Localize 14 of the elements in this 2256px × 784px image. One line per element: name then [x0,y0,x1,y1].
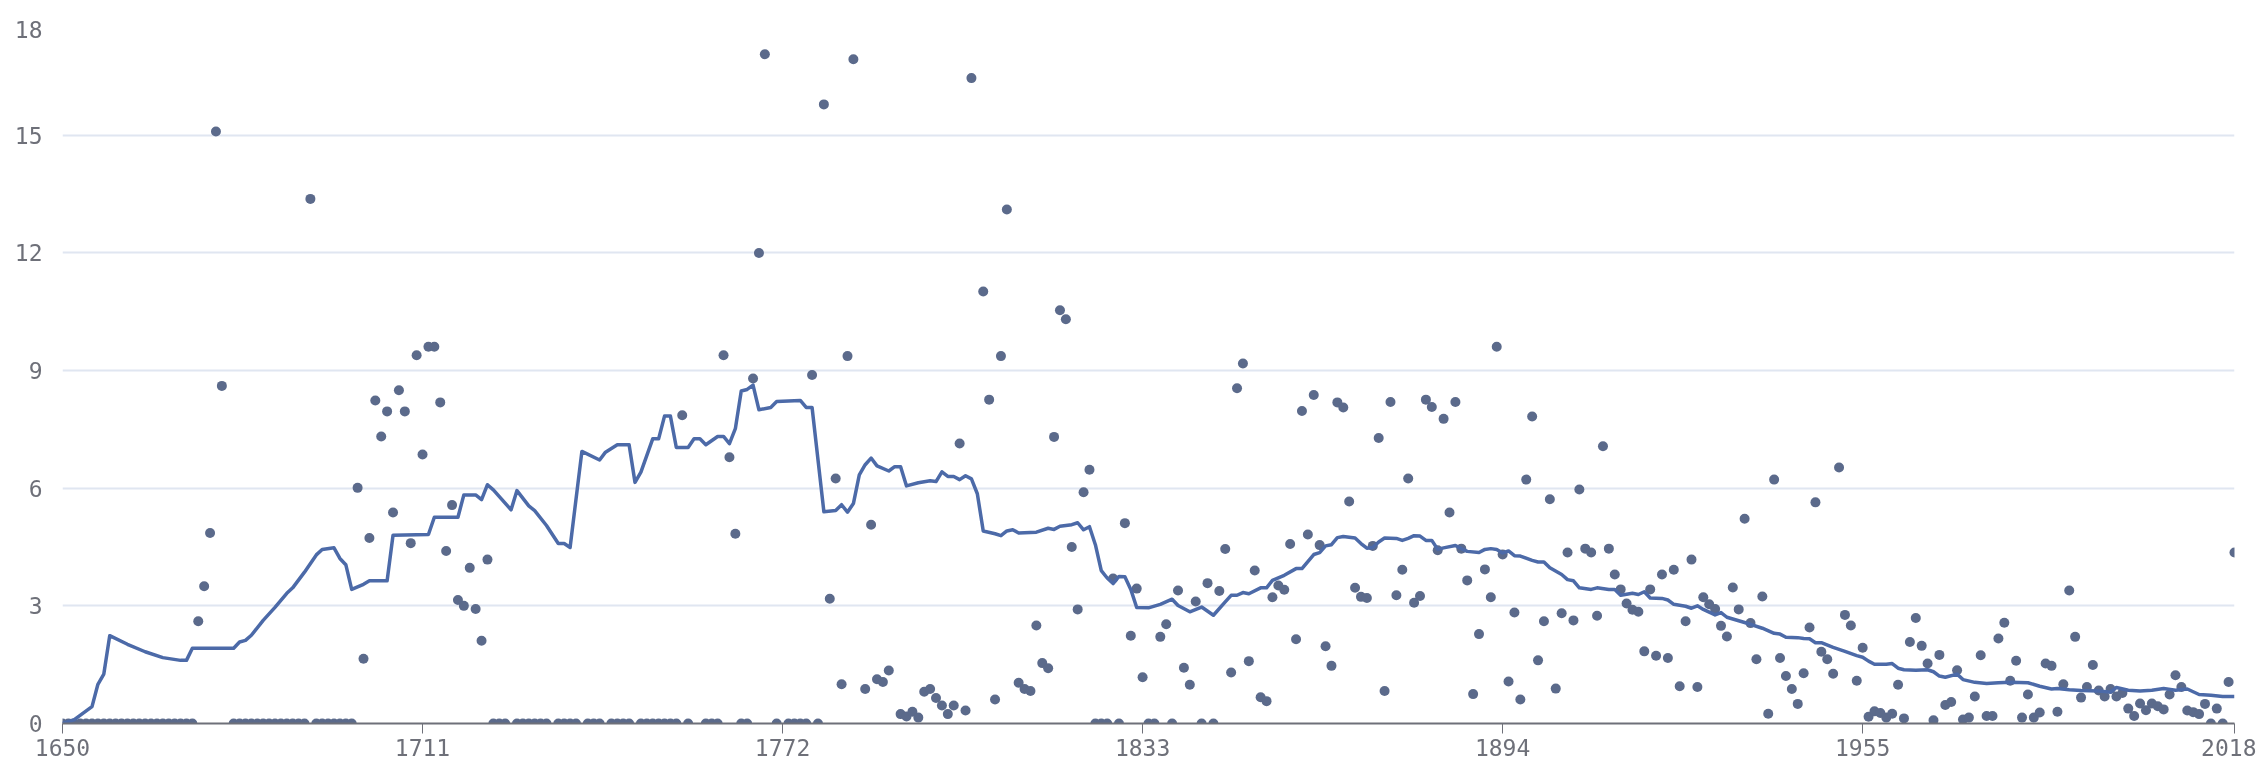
y-tick-label: 18 [14,17,43,43]
y-tick-label: 0 [28,711,43,737]
y-tick-label: 15 [14,122,43,149]
y-tick-label: 12 [14,240,43,267]
y-tick-label: 3 [28,593,43,620]
x-tick-label: 1772 [754,734,811,761]
x-tick-label: 1833 [1114,734,1171,761]
x-tick-label: 1955 [1834,734,1891,761]
y-tick-label: 6 [28,475,43,502]
x-tick-label: 1711 [394,734,451,761]
x-tick-label: 1650 [34,734,91,761]
x-tick-label: 2018 [2201,734,2256,761]
x-tick-label: 1894 [1474,734,1531,761]
y-tick-label: 9 [28,358,43,385]
